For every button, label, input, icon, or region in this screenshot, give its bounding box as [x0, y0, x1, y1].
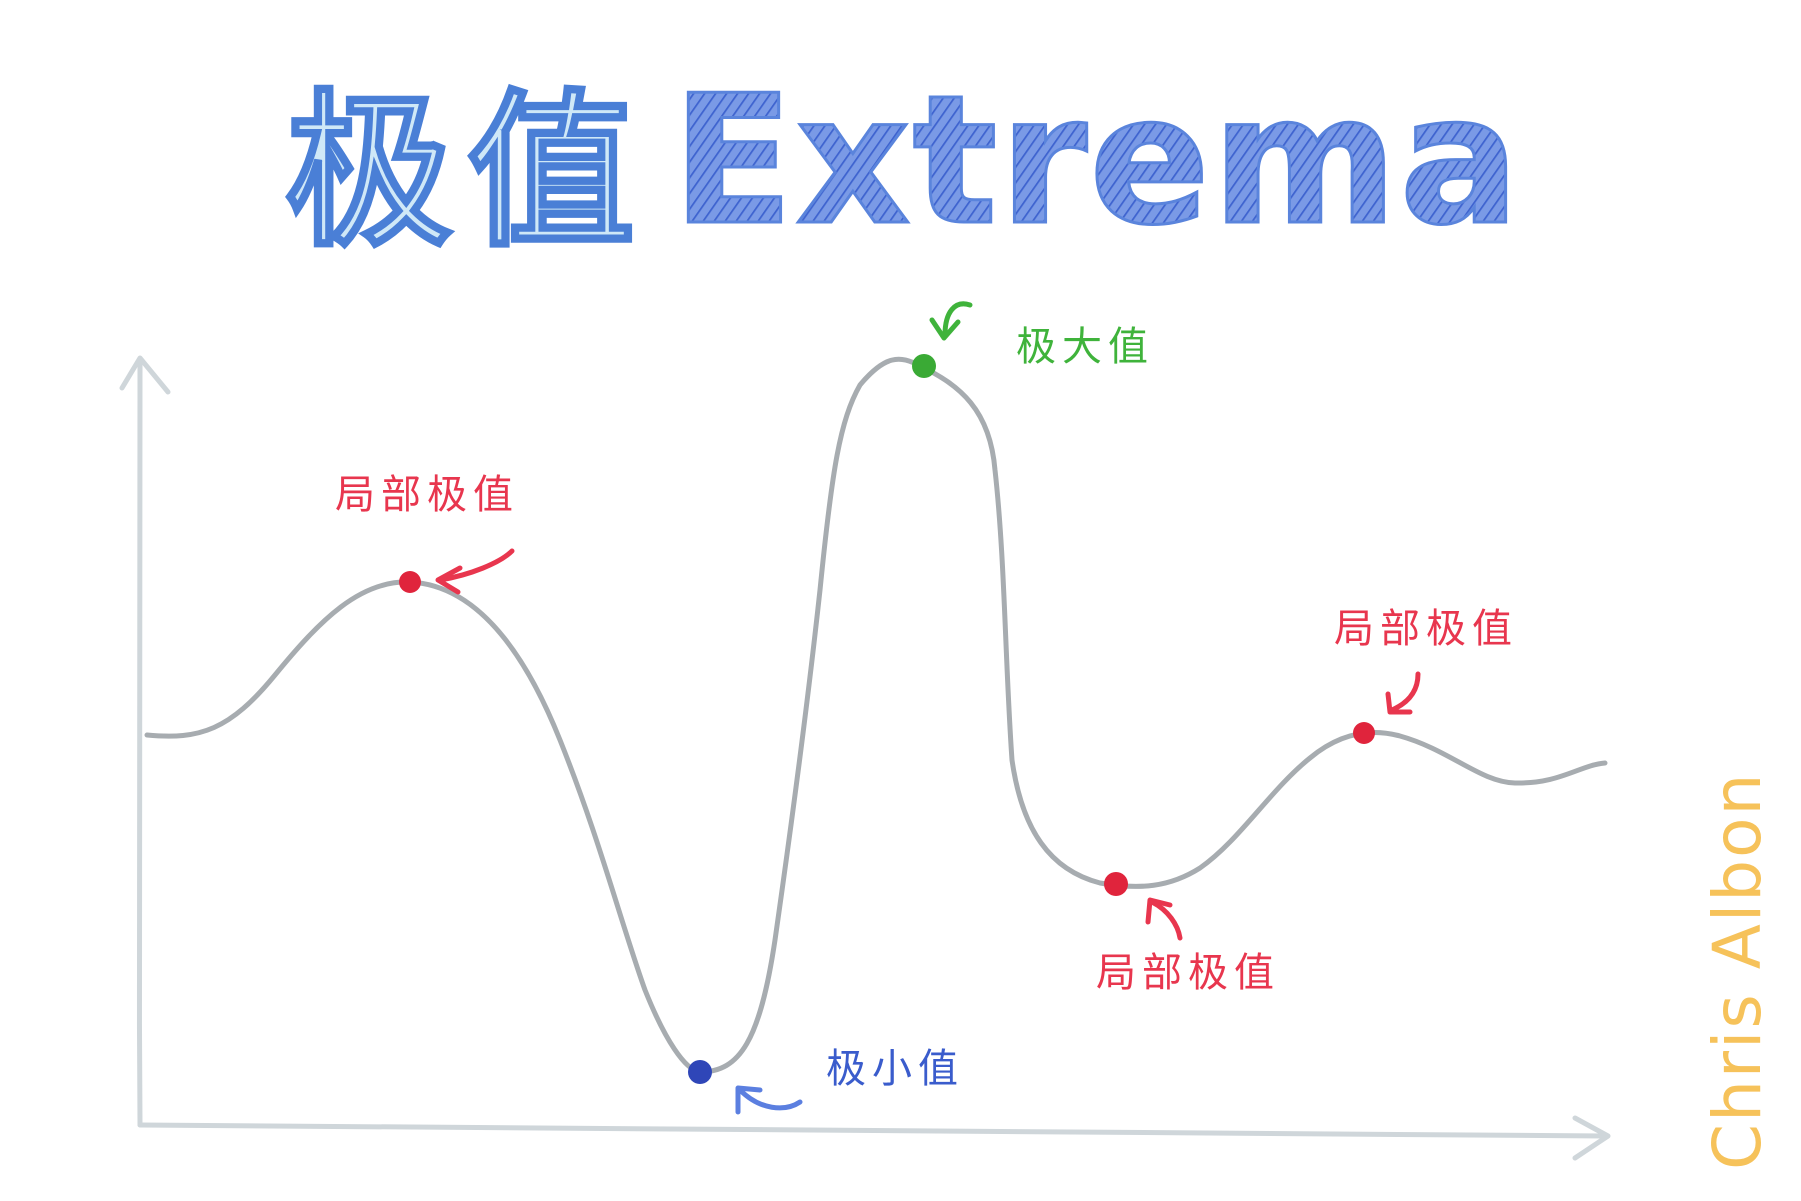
- arrowhead-global-max-icon: [929, 317, 961, 341]
- global-max-point: [912, 354, 936, 378]
- y-axis: [136, 357, 144, 1128]
- label-local-min-right: 局部极值: [1096, 950, 1280, 996]
- arrow-global-max-icon: [942, 301, 973, 338]
- arrowhead-local-max-right-icon: [1385, 691, 1413, 715]
- global-min-point: [688, 1060, 712, 1084]
- extrema-curve: [144, 356, 1608, 1075]
- x-axis: [137, 1122, 1608, 1139]
- x-axis-arrowhead: [1572, 1115, 1611, 1161]
- label-global-min: 极小值: [826, 1046, 964, 1092]
- local-max-right-point: [1353, 722, 1375, 744]
- title-chinese: 极值: [285, 74, 649, 270]
- title-english: Extrema: [672, 57, 1522, 264]
- arrow-local-min-right-icon: [1149, 899, 1183, 941]
- local-max-left-point: [399, 571, 421, 593]
- axes: [119, 355, 1611, 1161]
- label-global-max: 极大值: [1016, 324, 1154, 370]
- arrowhead-local-min-right-icon: [1145, 897, 1173, 925]
- local-min-right-point: [1104, 872, 1128, 896]
- arrow-local-max-left-icon: [437, 548, 515, 583]
- arrowhead-global-min-icon: [735, 1085, 763, 1115]
- arrowhead-local-max-left-icon: [435, 565, 463, 595]
- label-local-max-right: 局部极值: [1334, 606, 1518, 652]
- arrow-local-max-right-icon: [1389, 671, 1421, 713]
- y-axis-arrowhead: [119, 355, 171, 395]
- arrow-global-min-icon: [737, 1087, 803, 1111]
- label-local-max-left: 局部极值: [335, 472, 519, 518]
- author-signature: Chris Albon: [1699, 772, 1776, 1170]
